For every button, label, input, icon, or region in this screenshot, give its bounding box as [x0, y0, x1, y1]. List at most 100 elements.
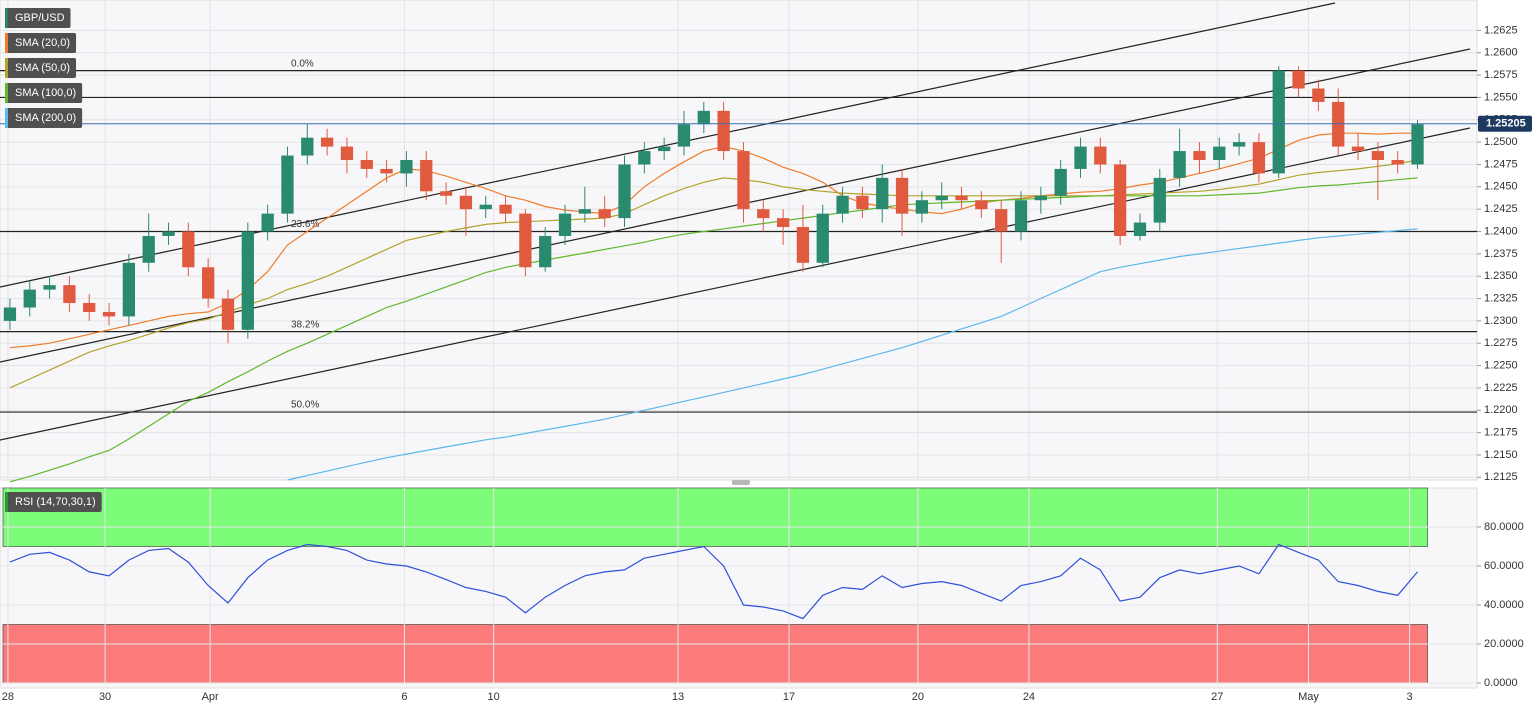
candle-body [1094, 146, 1107, 165]
candle-body [995, 209, 1008, 232]
candle-body [261, 213, 274, 232]
legend-item: GBP/USD [5, 8, 71, 28]
overlay-layer: 1.25205 GBP/USD SMA (20,0) SMA (50,0) SMA (1… [2, 8, 1532, 703]
candle-body [519, 213, 532, 268]
candle-body [1391, 160, 1404, 165]
y-tick-label: 1.2575 [1484, 69, 1518, 81]
candle-body [1153, 177, 1166, 223]
x-tick-label: May [1298, 691, 1319, 703]
y-tick-label: 1.2250 [1484, 359, 1518, 371]
y-tick-label: 1.2600 [1484, 47, 1518, 59]
candle-body [856, 195, 869, 210]
plot-layer: 0.0% 23.6% 38.2% 50.0% [0, 2, 1477, 620]
legend-box [5, 33, 77, 53]
candle-body [638, 151, 651, 165]
candle-body [915, 200, 929, 214]
legend-label: SMA (100,0) [15, 87, 76, 99]
last-price-badge [1478, 115, 1532, 132]
y-tick-label: 1.2375 [1484, 248, 1518, 260]
candle-body [677, 124, 691, 147]
legend-label: SMA (20,0) [15, 37, 70, 49]
legend-label: SMA (50,0) [15, 62, 70, 74]
last-price-label: 1.25205 [1486, 118, 1526, 130]
y-tick-label: 80.0000 [1484, 521, 1524, 533]
grid-layer: 1.2125 1.2150 1.2175 1.2200 1.2225 1.2250 1.22… [0, 0, 1524, 689]
legend-label: SMA (200,0) [15, 112, 76, 124]
y-tick-label: 1.2150 [1484, 449, 1518, 461]
candle-body [459, 195, 473, 210]
y-tick-label: 1.2175 [1484, 427, 1518, 439]
candle-body [1252, 142, 1266, 174]
candle-body [1193, 151, 1206, 160]
legend-label: RSI (14,70,30,1) [15, 496, 96, 508]
candle-body [301, 137, 314, 156]
y-tick-label: 0.0000 [1484, 677, 1518, 689]
x-tick-label: 24 [1023, 691, 1035, 703]
y-tick-label: 1.2300 [1484, 315, 1518, 327]
y-tick-label: 1.2625 [1484, 24, 1518, 36]
legend-swatch [5, 33, 8, 53]
legend-item: SMA (200,0) [5, 108, 83, 128]
candle-body [320, 137, 334, 147]
y-tick-label: 1.2275 [1484, 337, 1518, 349]
trend-line [0, 2, 1336, 288]
candle-body [182, 231, 195, 268]
candle-body [539, 235, 552, 268]
candle-body [162, 231, 175, 236]
candle-body [63, 285, 76, 304]
candle-body [737, 151, 750, 210]
candle-body [1312, 88, 1325, 102]
candle-body [400, 160, 413, 174]
candle-body [1351, 146, 1365, 152]
y-tick-label: 40.0000 [1484, 599, 1524, 611]
legend-box [5, 58, 77, 78]
candle-body [975, 200, 988, 210]
x-tick-label: 13 [672, 691, 684, 703]
legend-swatch [5, 492, 8, 512]
candle-body [420, 160, 433, 192]
candle-body [836, 195, 849, 214]
legend-swatch [5, 108, 8, 128]
candle-body [876, 177, 889, 210]
legend-item: SMA (100,0) [5, 83, 83, 103]
candle-body [717, 110, 730, 152]
legend-box [5, 492, 102, 512]
legend-item: SMA (50,0) [5, 58, 77, 78]
candle-body [1014, 200, 1028, 232]
legend-swatch [5, 83, 8, 103]
level-label: 0.0% [291, 58, 314, 69]
y-tick-label: 20.0000 [1484, 638, 1524, 650]
candle-body [816, 213, 829, 263]
y-tick-label: 1.2125 [1484, 471, 1518, 483]
candle-body [122, 262, 136, 317]
candle-body [142, 235, 155, 263]
candle-body [895, 177, 909, 214]
x-tick-label: 17 [783, 691, 795, 703]
candle-body [360, 160, 373, 169]
candle-body [1411, 124, 1424, 165]
candle-body [3, 307, 17, 321]
y-tick-label: 1.2475 [1484, 158, 1518, 170]
x-tick-label: 20 [912, 691, 924, 703]
legend-box [5, 83, 83, 103]
candle-body [221, 298, 235, 330]
oversold-band [2, 624, 1428, 684]
panel-divider-handle[interactable] [732, 480, 750, 485]
candle-body [1034, 195, 1047, 201]
legend-box [5, 108, 83, 128]
candle-body [697, 110, 710, 125]
y-tick-label: 1.2450 [1484, 181, 1518, 193]
y-tick-label: 1.2400 [1484, 225, 1518, 237]
y-tick-label: 1.2550 [1484, 91, 1518, 103]
candle-body [776, 218, 790, 228]
candle-body [757, 209, 770, 219]
y-tick-label: 60.0000 [1484, 560, 1524, 572]
candle-body [558, 213, 572, 236]
candle-body [23, 289, 36, 308]
legend-box [5, 8, 71, 28]
candle-body [1054, 168, 1067, 196]
sma-line [287, 228, 1418, 481]
level-label: 38.2% [291, 319, 319, 330]
